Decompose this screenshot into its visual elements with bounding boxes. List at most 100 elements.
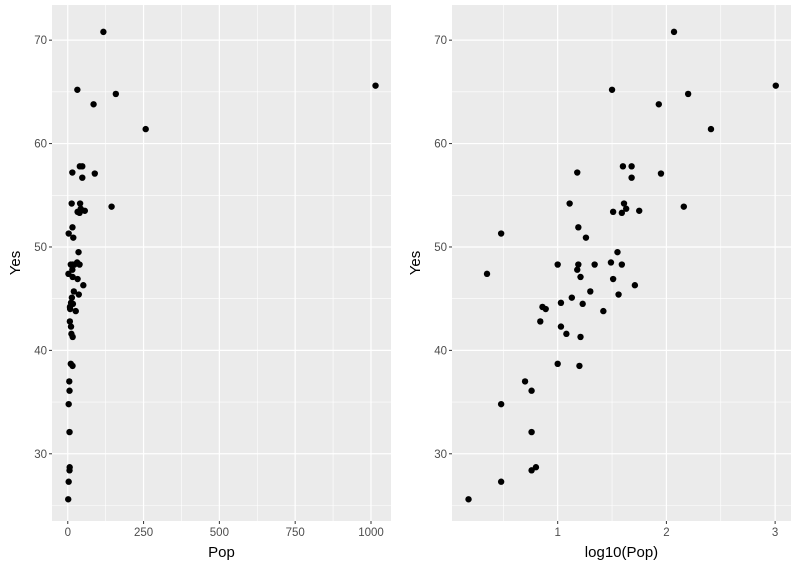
data-point — [575, 224, 582, 231]
data-point — [65, 400, 72, 408]
data-point — [554, 261, 561, 268]
data-point — [76, 261, 83, 268]
data-point — [618, 261, 626, 268]
data-point — [619, 163, 627, 170]
data-point — [483, 270, 491, 278]
data-point — [80, 282, 87, 289]
data-point — [655, 101, 662, 108]
data-point — [465, 496, 472, 503]
x-tick-label: 750 — [286, 527, 305, 539]
data-point — [563, 330, 570, 338]
data-point — [587, 288, 594, 295]
data-point — [707, 125, 715, 133]
data-point — [670, 28, 678, 36]
data-point — [528, 387, 535, 394]
data-point — [608, 86, 616, 93]
data-point — [636, 207, 643, 214]
data-point — [618, 209, 626, 217]
data-point — [66, 378, 73, 385]
data-point — [69, 300, 77, 308]
data-point — [75, 248, 82, 256]
data-point — [537, 318, 544, 325]
data-point — [76, 200, 84, 207]
x-tick-label: 0 — [65, 527, 71, 539]
data-point — [566, 200, 573, 207]
data-point — [615, 291, 622, 298]
data-point — [568, 294, 576, 301]
data-point — [607, 259, 615, 266]
data-point — [81, 207, 89, 214]
data-point — [70, 288, 78, 295]
y-axis-title: Yes — [407, 251, 424, 275]
y-tick-label: 70 — [34, 35, 47, 47]
data-point — [90, 101, 97, 108]
x-tick-label: 500 — [210, 527, 229, 539]
data-point — [79, 163, 86, 170]
data-point — [70, 234, 77, 241]
x-tick-label: 2 — [663, 527, 669, 539]
y-tick-label: 60 — [434, 139, 447, 151]
data-point — [528, 428, 535, 436]
data-point — [66, 387, 73, 394]
y-tick-label: 30 — [434, 449, 447, 461]
data-point — [142, 125, 149, 133]
data-point — [67, 323, 75, 330]
data-point — [65, 496, 72, 503]
y-tick-label: 40 — [434, 345, 447, 357]
x-tick-label: 1 — [554, 527, 560, 539]
data-point — [69, 169, 76, 176]
x-axis-title: log10(Pop) — [585, 544, 658, 561]
data-point — [497, 400, 505, 408]
data-point — [576, 362, 583, 370]
data-point — [600, 307, 607, 315]
data-point — [74, 275, 81, 283]
x-axis-title: Pop — [208, 544, 235, 561]
data-point — [628, 174, 635, 181]
data-point — [532, 464, 540, 471]
data-point — [497, 478, 505, 485]
data-point — [614, 248, 621, 256]
data-point — [574, 169, 581, 176]
data-point — [66, 428, 73, 436]
data-point — [66, 318, 74, 325]
plot-panel-background — [52, 5, 391, 521]
data-point — [591, 261, 598, 268]
data-point — [75, 291, 82, 298]
data-point — [631, 282, 639, 289]
data-point — [620, 200, 628, 207]
data-point — [91, 170, 98, 177]
data-point — [577, 333, 584, 341]
left-panel-pop-vs-yes: 0 250 500 750 1000 30 40 50 60 70 Pop Yes — [7, 5, 391, 561]
data-point — [112, 90, 120, 98]
data-point — [772, 82, 779, 89]
data-point — [372, 82, 379, 89]
data-point — [69, 333, 76, 341]
data-point — [622, 205, 630, 212]
y-tick-label: 70 — [434, 35, 447, 47]
data-point — [557, 299, 565, 307]
data-point — [69, 224, 76, 231]
y-tick-label: 60 — [34, 139, 47, 151]
data-point — [68, 200, 75, 207]
data-point — [582, 234, 590, 241]
data-point — [74, 86, 81, 93]
data-point — [609, 208, 617, 216]
data-point — [521, 378, 529, 385]
data-point — [684, 90, 692, 98]
data-point — [609, 275, 617, 283]
data-point — [69, 266, 76, 273]
data-point — [628, 163, 635, 170]
data-point — [542, 305, 549, 313]
data-point — [65, 478, 72, 485]
data-point — [557, 323, 565, 330]
data-point — [66, 305, 74, 313]
data-point — [65, 230, 72, 237]
x-tick-label: 250 — [134, 527, 153, 539]
data-point — [577, 273, 584, 281]
y-tick-label: 40 — [34, 345, 47, 357]
y-tick-label: 50 — [34, 242, 47, 254]
data-point — [497, 230, 505, 237]
data-point — [575, 261, 582, 268]
data-point — [68, 294, 76, 301]
